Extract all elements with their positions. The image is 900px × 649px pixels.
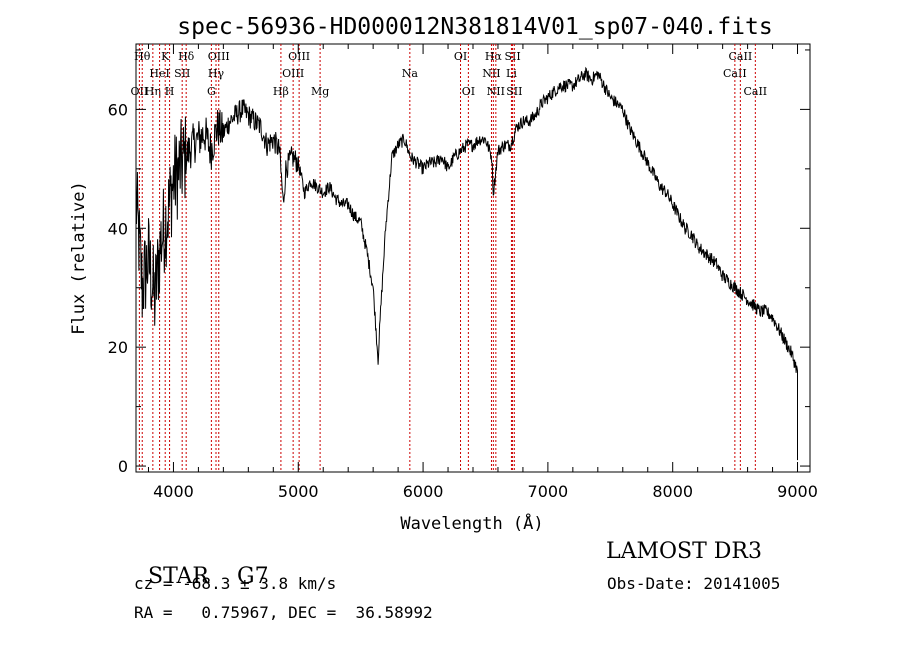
spectral-line-label: Hθ [134, 50, 151, 63]
spectral-line-label: Hγ [208, 67, 225, 80]
spectral-line-label: NII [482, 67, 500, 80]
y-tick-label: 40 [108, 219, 128, 238]
x-tick-label: 8000 [652, 482, 693, 501]
spectral-line-label: K [161, 50, 170, 63]
spectral-line-label: CaII [729, 50, 753, 63]
coordinates-label: RA = 0.75967, DEC = 36.58992 [134, 603, 433, 622]
x-tick-label: 7000 [528, 482, 569, 501]
axis-ticks: 4000 5000 6000 7000 8000 9000 0 20 40 60 [108, 44, 818, 501]
class-label: STAR [148, 564, 209, 589]
x-tick-label: 9000 [777, 482, 818, 501]
y-tick-label: 20 [108, 338, 128, 357]
object-class: STAR G7 [134, 539, 269, 589]
obs-date-label: Obs-Date: 20141005 [607, 574, 781, 593]
spectral-line-label: SII [506, 85, 522, 98]
x-tick-label: 6000 [403, 482, 444, 501]
y-tick-label: 60 [108, 100, 128, 119]
spectral-line-label: CaII [743, 85, 767, 98]
redshift-label: cz = -68.3 ± 3.8 km/s [134, 574, 337, 593]
spectral-line-label: G [207, 85, 216, 98]
spectral-line-label: Hα [485, 50, 503, 63]
spectral-line-label: HeI [149, 67, 169, 80]
subclass-label: G7 [237, 564, 269, 589]
spectrum-line [135, 66, 798, 461]
spectral-line-label: OIII [282, 67, 304, 80]
spectral-line-label: OI [462, 85, 475, 98]
x-tick-label: 5000 [278, 482, 319, 501]
x-tick-label: 4000 [153, 482, 194, 501]
spectral-line-label: H [165, 85, 175, 98]
spectral-line-label: OIII [288, 50, 310, 63]
spectral-line-label: Mg [311, 85, 329, 98]
spectral-line-label: OI [454, 50, 467, 63]
emission-line-markers: OII Hθ Hη HeI K H SII Hδ G Hγ OIII Hβ OIII OIII Mg Na OI… [131, 44, 767, 472]
spectral-line-label: Li [506, 67, 517, 80]
spectrum-series [135, 66, 798, 461]
x-axis-label: Wavelength (Å) [400, 512, 543, 534]
spectral-line-label: NII [487, 85, 505, 98]
y-tick-label: 0 [118, 457, 128, 476]
spectral-line-label: OIII [208, 50, 230, 63]
spectral-line-label: CaII [723, 67, 747, 80]
spectral-line-label: Hη [145, 85, 161, 98]
spectral-line-label: Hδ [178, 50, 195, 63]
spectral-line-label: SII [504, 50, 520, 63]
spectral-line-label: SII [174, 67, 190, 80]
y-axis-label: Flux (relative) [69, 181, 89, 335]
spectral-line-label: OII [131, 85, 149, 98]
chart-title: spec-56936-HD000012N381814V01_sp07-040.f… [177, 14, 772, 40]
spectral-line-label: Hβ [273, 85, 289, 98]
spectral-line-label: Na [402, 67, 419, 80]
survey-label: LAMOST DR3 [606, 539, 762, 564]
